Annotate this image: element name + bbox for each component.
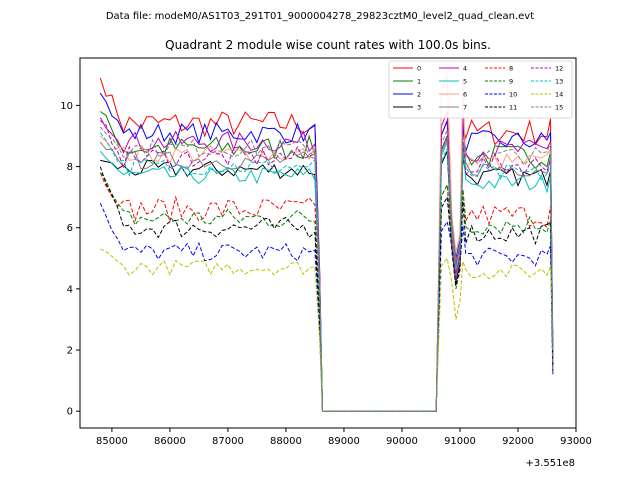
x-tick-label: 87000 <box>212 436 244 447</box>
legend-label-8: 8 <box>509 65 513 73</box>
x-tick-label: 90000 <box>386 436 418 447</box>
y-axis: 0 2 4 6 8 10 <box>60 101 80 418</box>
plot-lines <box>99 74 554 412</box>
legend-label-2: 2 <box>417 91 421 99</box>
x-tick-label: 85000 <box>96 436 128 447</box>
series-line-0 <box>99 77 554 412</box>
x-tick-label: 88000 <box>270 436 302 447</box>
x-tick-label: 93000 <box>560 436 592 447</box>
legend-label-9: 9 <box>509 78 513 86</box>
y-tick-label: 6 <box>67 223 73 234</box>
series-line-2 <box>99 92 554 412</box>
x-tick-label: 89000 <box>328 436 360 447</box>
legend-label-4: 4 <box>463 65 467 73</box>
legend-label-12: 12 <box>555 65 563 73</box>
y-tick-label: 10 <box>60 101 73 112</box>
legend-label-5: 5 <box>463 78 467 86</box>
legend-label-14: 14 <box>555 91 563 99</box>
series-line-8 <box>99 172 554 412</box>
x-tick-label: 92000 <box>502 436 534 447</box>
y-tick-label: 8 <box>67 162 73 173</box>
axes-frame <box>79 57 577 429</box>
series-line-7 <box>99 138 554 412</box>
legend-label-3: 3 <box>417 104 421 112</box>
series-line-6 <box>99 74 554 412</box>
legend-label-15: 15 <box>555 104 563 112</box>
series-line-13 <box>99 132 554 412</box>
chart-suptitle: Data file: modeM0/AS1T03_291T01_90000042… <box>106 11 534 22</box>
legend-label-10: 10 <box>509 91 517 99</box>
x-axis: 85000 86000 87000 88000 89000 90000 91000 92000… <box>96 428 592 447</box>
legend-label-1: 1 <box>417 78 421 86</box>
y-tick-label: 4 <box>67 284 73 295</box>
x-tick-label: 91000 <box>444 436 476 447</box>
series-line-15 <box>99 126 554 412</box>
series-line-3 <box>100 151 554 412</box>
series-line-12 <box>100 120 554 412</box>
series-line-10 <box>99 202 554 412</box>
series-line-11 <box>99 166 554 412</box>
series-line-14 <box>100 248 554 412</box>
legend-label-7: 7 <box>463 104 467 112</box>
x-offset-label: +3.551e8 <box>525 458 575 469</box>
legend-label-11: 11 <box>509 104 517 112</box>
series-line-5 <box>99 141 554 412</box>
y-tick-label: 2 <box>67 346 73 357</box>
series-line-1 <box>100 111 554 412</box>
x-tick-label: 86000 <box>154 436 186 447</box>
series-line-9 <box>99 172 554 412</box>
chart-title: Quadrant 2 module wise count rates with … <box>165 38 491 52</box>
y-tick-label: 0 <box>67 407 73 418</box>
legend-label-13: 13 <box>555 78 563 86</box>
legend-box <box>388 60 573 119</box>
legend-label-0: 0 <box>417 65 421 73</box>
legend-label-6: 6 <box>463 91 467 99</box>
